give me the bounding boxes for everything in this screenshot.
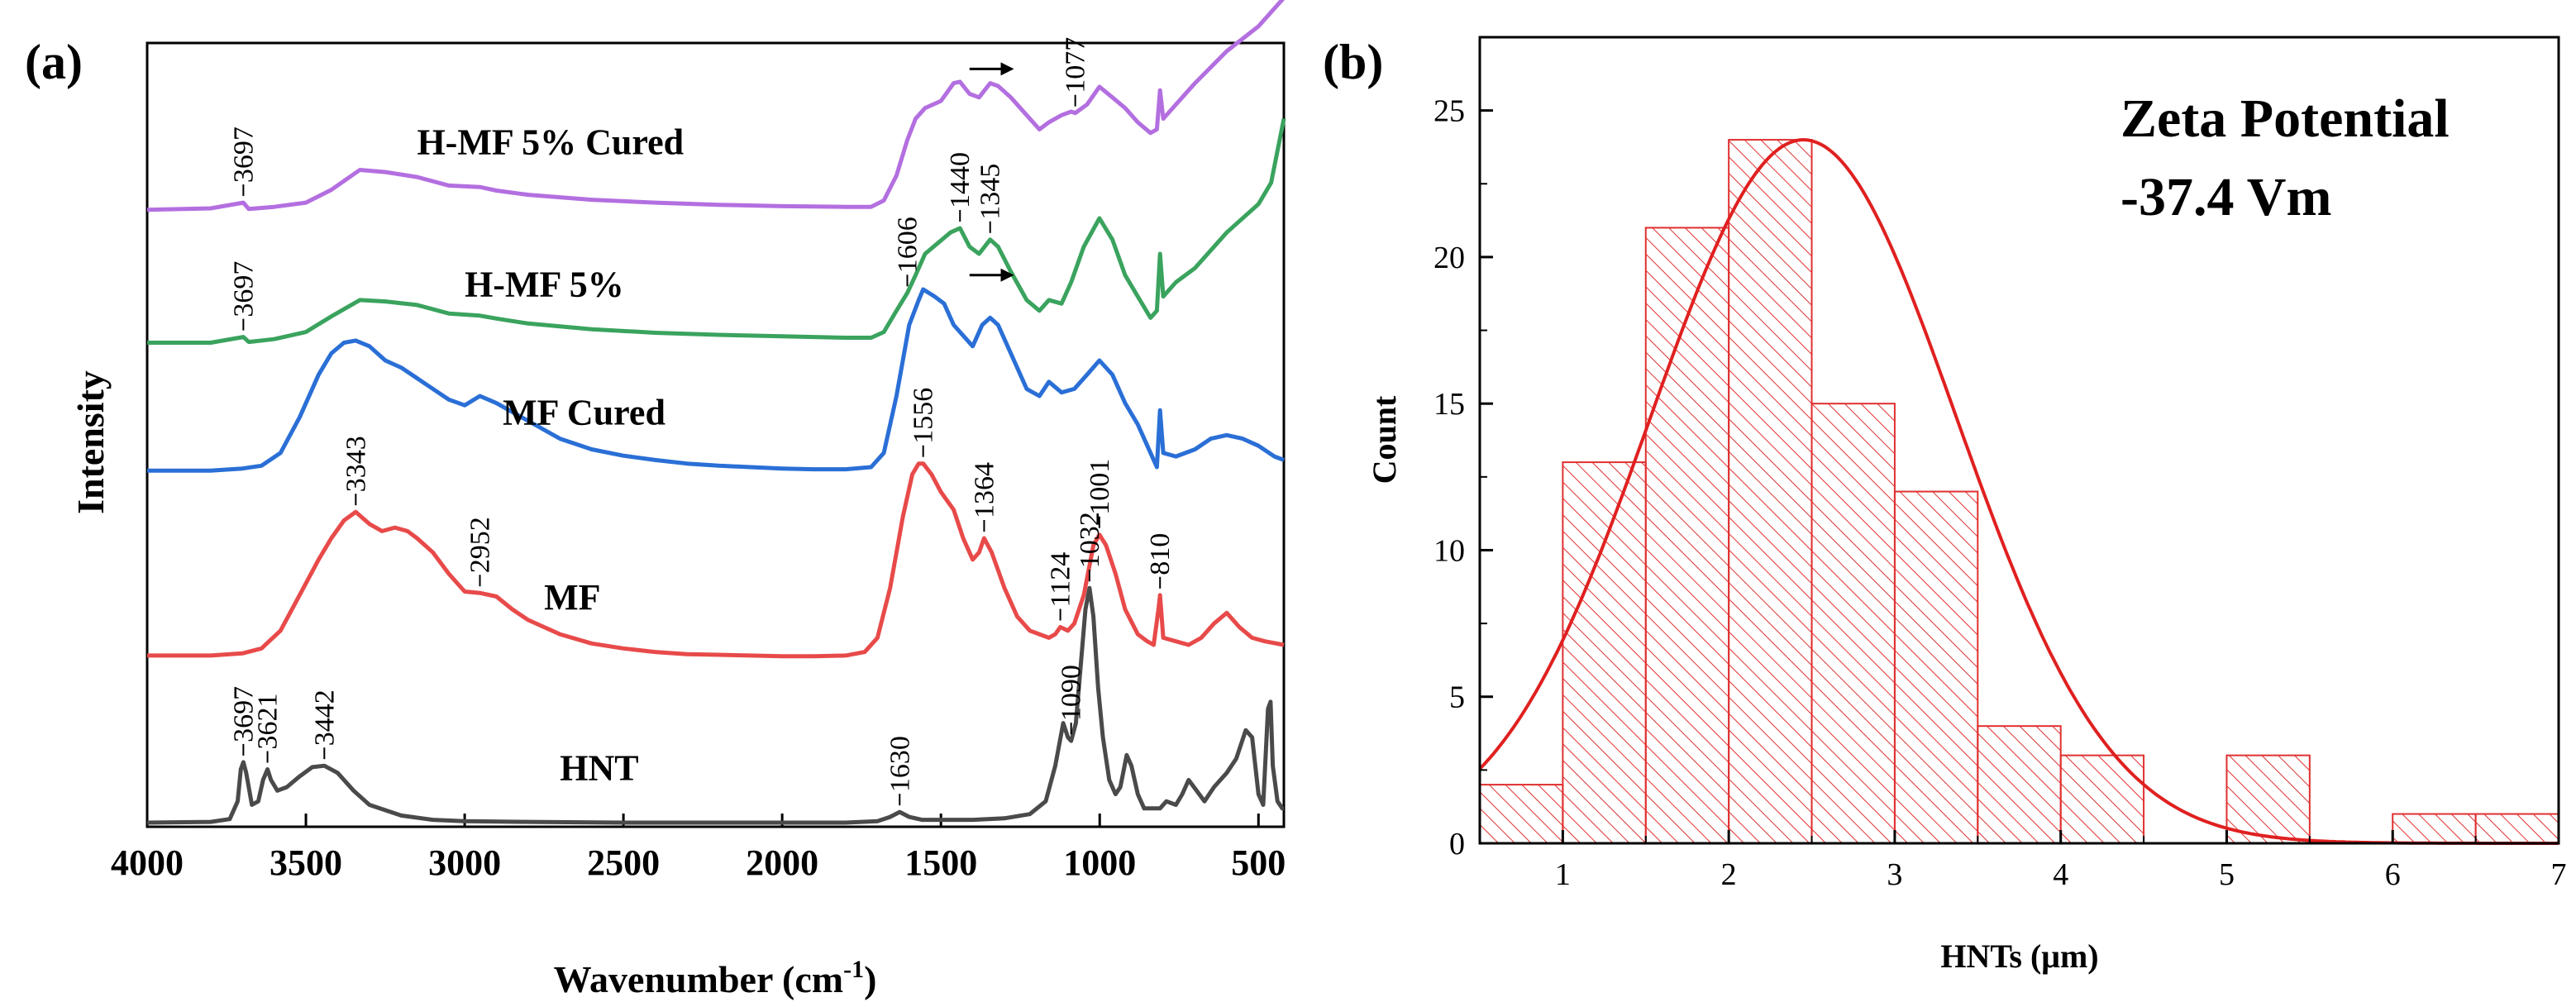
b-x-tick-label: 2: [1721, 857, 1737, 892]
histogram-bar: [1562, 461, 1647, 844]
peak-label: 1630: [885, 736, 915, 792]
peak-label: 3343: [341, 436, 371, 492]
histogram-bar: [2059, 754, 2145, 844]
histogram-bar: [1893, 490, 1979, 845]
shift-arrow-head: [1000, 268, 1014, 282]
panel-b-frame: [1478, 36, 2560, 845]
series-label: H-MF 5%: [465, 265, 624, 305]
a-x-tick-label: 3000: [428, 842, 501, 883]
b-y-tick-label: 0: [1449, 827, 1465, 861]
histogram-bar: [2474, 813, 2560, 845]
peak-label: 3621: [253, 694, 284, 750]
b-y-tick-label: 20: [1433, 241, 1465, 275]
peak-label: 1606: [893, 217, 923, 273]
a-x-tick-label: 500: [1231, 842, 1286, 883]
b-y-tick-label: 25: [1433, 94, 1465, 129]
spectrum-line: [147, 118, 1286, 345]
panel-a-frame: [145, 41, 1286, 828]
b-x-tick-label: 4: [2053, 857, 2068, 892]
a-x-tick-label: 2000: [746, 842, 818, 883]
spectrum-line: [146, 585, 1285, 825]
a-x-tick-label: 3500: [270, 842, 342, 883]
peak-label: 1077: [1061, 37, 1091, 93]
panel-a: (a) 4000 3500 3000 2500 2000 1500 1000 500 3697…: [25, 0, 1286, 1000]
peak-label: 1032: [1075, 512, 1105, 568]
peak-label: 1001: [1085, 459, 1115, 515]
b-y-tick-label: 10: [1433, 533, 1465, 568]
histogram-bar: [1728, 139, 1813, 845]
shift-arrow-head: [1000, 62, 1014, 76]
histogram-bar: [1977, 725, 2062, 844]
panel-a-y-axis-title: Intensity: [69, 370, 112, 514]
b-x-tick-label: 6: [2385, 857, 2401, 892]
a-x-tick-label: 1000: [1063, 842, 1136, 883]
series-label: MF: [544, 577, 600, 618]
b-x-tick-label: 5: [2219, 857, 2235, 892]
peak-label: 1345: [976, 164, 1006, 220]
peak-label: 2952: [465, 517, 496, 573]
peak-label: 1440: [945, 152, 976, 208]
panel-b-y-axis-title: Count: [1366, 395, 1403, 484]
zeta-potential-label: Zeta Potential: [2120, 88, 2450, 149]
peak-label: 1090: [1057, 665, 1087, 721]
peak-label: 1364: [969, 462, 999, 518]
peak-label: 810: [1145, 533, 1176, 575]
peak-label: 1556: [909, 388, 939, 444]
panel-b-x-axis-title: HNTs (μm): [1940, 938, 2098, 975]
spectrum-line: [147, 287, 1285, 473]
panel-a-x-axis-title: Wavenumber (cm-1): [554, 956, 877, 1000]
histogram-bar: [1479, 784, 1564, 844]
panel-b-label: (b): [1323, 35, 1383, 89]
series-label: H-MF 5% Cured: [417, 122, 684, 163]
b-y-tick-label: 15: [1433, 387, 1465, 422]
panel-a-label: (a): [25, 35, 83, 89]
a-x-tick-label: 2500: [587, 842, 660, 883]
b-x-tick-label: 1: [1555, 857, 1571, 892]
peak-label: 3697: [228, 686, 259, 742]
peak-label: 3697: [228, 261, 259, 317]
histogram-bar: [1810, 403, 1896, 844]
b-x-tick-label: 3: [1887, 857, 1902, 892]
a-x-tick-label: 4000: [111, 842, 184, 883]
peak-label: 3442: [309, 690, 340, 746]
histogram-bar: [1644, 227, 1730, 845]
spectrum-line: [147, 461, 1285, 659]
panel-b: (b) 1 2 3 4 5 6 7 0 5 10 15 20 25 Zeta Potential -37…: [1323, 35, 2567, 975]
peak-label: 3697: [228, 126, 259, 183]
series-label: HNT: [560, 747, 638, 788]
series-label: MF Cured: [503, 392, 665, 432]
spectrum-line: [146, 0, 1286, 212]
b-x-tick-label: 7: [2551, 857, 2567, 892]
zeta-potential-value: -37.4 Vm: [2120, 167, 2331, 227]
peak-label: 1124: [1046, 552, 1076, 608]
b-y-tick-label: 5: [1449, 680, 1465, 715]
histogram-bar: [2392, 813, 2477, 845]
a-x-tick-label: 1500: [904, 842, 977, 883]
